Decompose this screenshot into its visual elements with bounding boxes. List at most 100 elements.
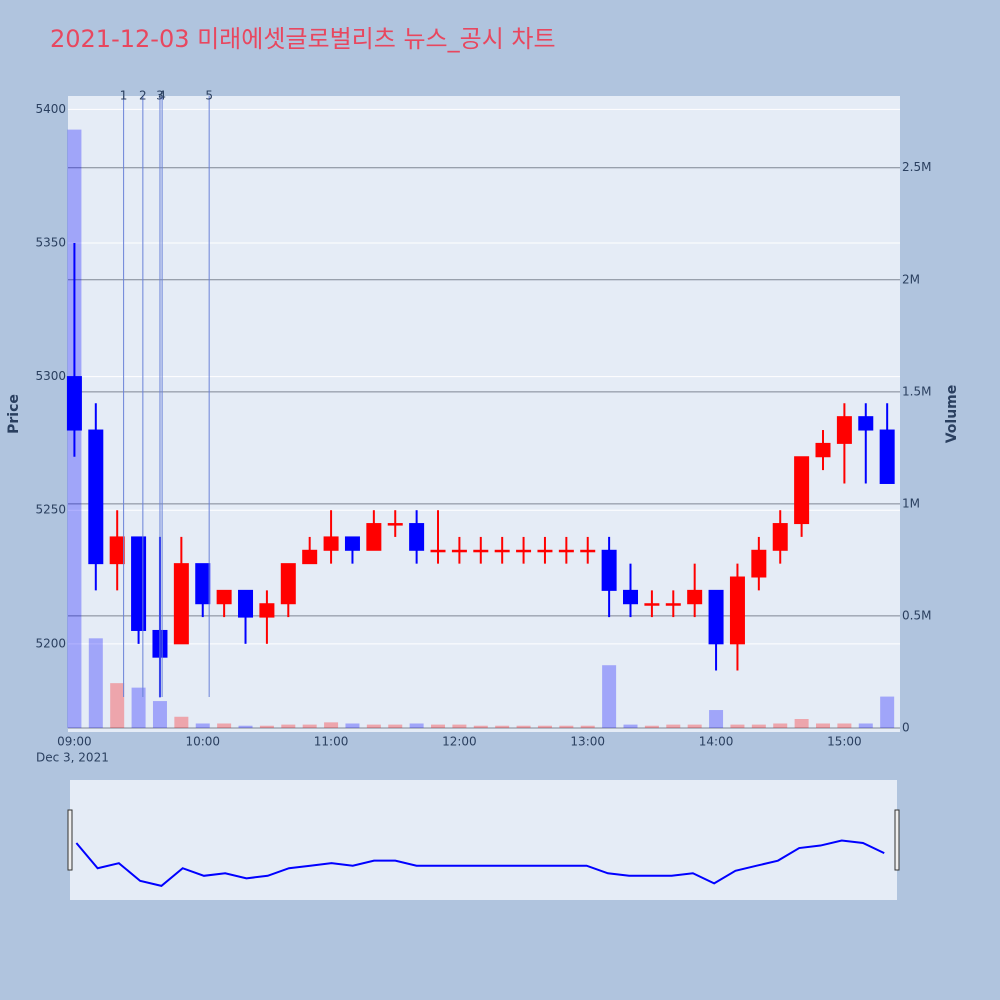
- volume-bar: [858, 723, 873, 728]
- candle-body: [751, 549, 767, 578]
- candle-body: [623, 589, 639, 605]
- chart-title: 2021-12-03 미래에셋글로벌리츠 뉴스_공시 차트: [50, 25, 556, 53]
- volume-bar: [666, 724, 681, 728]
- plot-area: [68, 96, 900, 732]
- annotation-label: 3: [156, 89, 164, 103]
- candle-body: [430, 549, 446, 553]
- candle-body: [173, 563, 189, 645]
- volume-bar: [559, 725, 574, 728]
- volume-bar: [473, 725, 488, 728]
- candle-body: [302, 549, 318, 565]
- volume-bar: [537, 725, 552, 728]
- candle-body: [387, 523, 403, 526]
- y2-tick-label: 0.5M: [902, 608, 931, 622]
- volume-bar: [324, 722, 339, 728]
- volume-bar: [452, 724, 467, 728]
- volume-bar: [837, 723, 852, 728]
- candle-body: [109, 536, 125, 565]
- range-slider[interactable]: [70, 780, 897, 900]
- volume-bar: [366, 724, 381, 728]
- candle-body: [366, 523, 382, 551]
- candle-body: [836, 416, 852, 444]
- candle-body: [323, 536, 339, 551]
- volume-bar: [580, 725, 595, 728]
- x-tick-label: 09:00: [57, 735, 92, 749]
- y-tick-label: 5250: [35, 503, 66, 517]
- candle-body: [88, 429, 104, 565]
- volume-bar: [110, 683, 125, 728]
- volume-bar: [880, 696, 895, 728]
- range-slider-line: [75, 839, 885, 887]
- y2-tick-label: 1.5M: [902, 384, 931, 398]
- x-tick-label: 12:00: [442, 735, 477, 749]
- volume-bar: [730, 724, 745, 728]
- volume-bar: [388, 724, 403, 728]
- candle-body: [195, 563, 211, 605]
- volume-bar: [623, 724, 638, 728]
- y2-axis-title: Volume: [944, 385, 960, 444]
- volume-bar: [131, 687, 146, 728]
- volume-bar: [709, 710, 724, 728]
- x-tick-label: 11:00: [314, 735, 349, 749]
- annotation-label: 1: [120, 89, 128, 103]
- candle-body: [259, 603, 275, 618]
- candle-body: [729, 576, 745, 645]
- volume-bar: [773, 723, 788, 728]
- candle-body: [494, 549, 510, 553]
- volume-bar: [217, 723, 232, 728]
- x-sublabel: Dec 3, 2021: [36, 751, 109, 765]
- volume-bar: [302, 724, 317, 728]
- y-tick-label: 5200: [35, 636, 66, 650]
- volume-bar: [409, 723, 424, 728]
- candle-body: [708, 589, 724, 645]
- volume-bar: [259, 725, 274, 728]
- volume-bar: [345, 723, 360, 728]
- volume-bar: [431, 724, 446, 728]
- x-tick-label: 14:00: [699, 735, 734, 749]
- annotation-label: 4: [158, 89, 166, 103]
- y2-tick-label: 0: [902, 720, 910, 734]
- y2-tick-label: 1M: [902, 496, 920, 510]
- candle-body: [473, 549, 489, 553]
- candle-body: [280, 563, 296, 605]
- candle-body: [580, 549, 596, 553]
- volume-bar: [238, 725, 253, 728]
- range-slider-handle[interactable]: [67, 809, 73, 871]
- volume-bar: [195, 723, 210, 728]
- volume-bar: [152, 701, 167, 728]
- y-tick-label: 5300: [35, 369, 66, 383]
- candle-body: [687, 589, 703, 605]
- candle-body: [451, 549, 467, 553]
- annotation-label: 2: [139, 89, 147, 103]
- volume-bar: [644, 725, 659, 728]
- annotation-label: 5: [205, 89, 213, 103]
- candle-body: [879, 429, 895, 484]
- range-slider-handle[interactable]: [894, 809, 900, 871]
- y-tick-label: 5350: [35, 235, 66, 249]
- volume-bar: [516, 725, 531, 728]
- candle-body: [216, 589, 232, 605]
- y-tick-label: 5400: [35, 102, 66, 116]
- volume-bar: [174, 716, 189, 728]
- y-axis-title: Price: [6, 394, 22, 434]
- volume-bar: [281, 724, 296, 728]
- candle-body: [558, 549, 574, 553]
- volume-bar: [495, 725, 510, 728]
- candle-body: [537, 549, 553, 553]
- candle-body: [238, 589, 254, 618]
- volume-bar: [816, 723, 831, 728]
- candle-body: [131, 536, 147, 631]
- candle-body: [409, 523, 425, 551]
- y2-tick-label: 2.5M: [902, 160, 931, 174]
- candle-body: [66, 376, 82, 431]
- volume-bar: [751, 724, 766, 728]
- candle-body: [858, 416, 874, 431]
- x-tick-label: 15:00: [827, 735, 862, 749]
- volume-bar: [88, 638, 103, 728]
- x-tick-label: 10:00: [185, 735, 220, 749]
- candle-body: [665, 603, 681, 606]
- candle-body: [644, 603, 660, 606]
- candle-body: [601, 549, 617, 591]
- candle-body: [772, 523, 788, 551]
